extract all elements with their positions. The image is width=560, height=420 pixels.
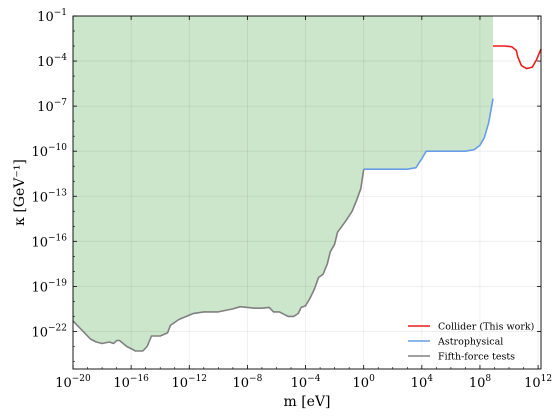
x-tick-label: 100 [353,374,376,391]
y-tick-label: 10−19 [31,278,67,295]
y-tick-label: 10−7 [37,98,67,115]
series-line-fifth-force-tests [72,169,365,352]
y-tick-label: 10−10 [31,143,67,160]
x-axis-label: m [eV] [283,394,330,410]
excluded-region [73,16,494,351]
y-tick-label: 10−1 [37,8,67,25]
x-tick-label: 104 [411,374,434,391]
y-tick-label: 10−22 [31,323,67,340]
y-axis-label: κ [GeV⁻¹] [12,159,28,226]
x-tick-label: 10−12 [171,374,207,391]
legend-label: Collider (This work) [438,322,534,333]
y-tick-label: 10−4 [37,53,67,70]
plot-frame [72,15,542,370]
y-tick-label: 10−16 [31,233,67,250]
x-tick-label: 108 [469,374,492,391]
ticks-layer: 10−20 10−16 10−12 10−8 10−4 100 104 108 1012 10−2… [31,8,552,391]
excluded-region-layer [73,16,494,351]
axes-layer [72,15,542,370]
series-line-collider-this-work [493,45,542,70]
x-tick-label: 1012 [524,374,552,391]
x-tick-label: 10−8 [232,374,262,391]
series-layer [72,45,542,352]
legend: Collider (This work) Astrophysical Fifth-f… [408,322,534,363]
legend-label: Astrophysical [437,337,503,348]
y-tick-label: 10−13 [31,188,67,205]
x-tick-label: 10−4 [291,374,321,391]
x-tick-label: 10−20 [55,374,91,391]
series-line-astrophysical [363,98,494,170]
x-tick-label: 10−16 [113,374,149,391]
axis-labels: m [eV] κ [GeV⁻¹] [12,159,331,410]
legend-label: Fifth-force tests [438,352,515,363]
